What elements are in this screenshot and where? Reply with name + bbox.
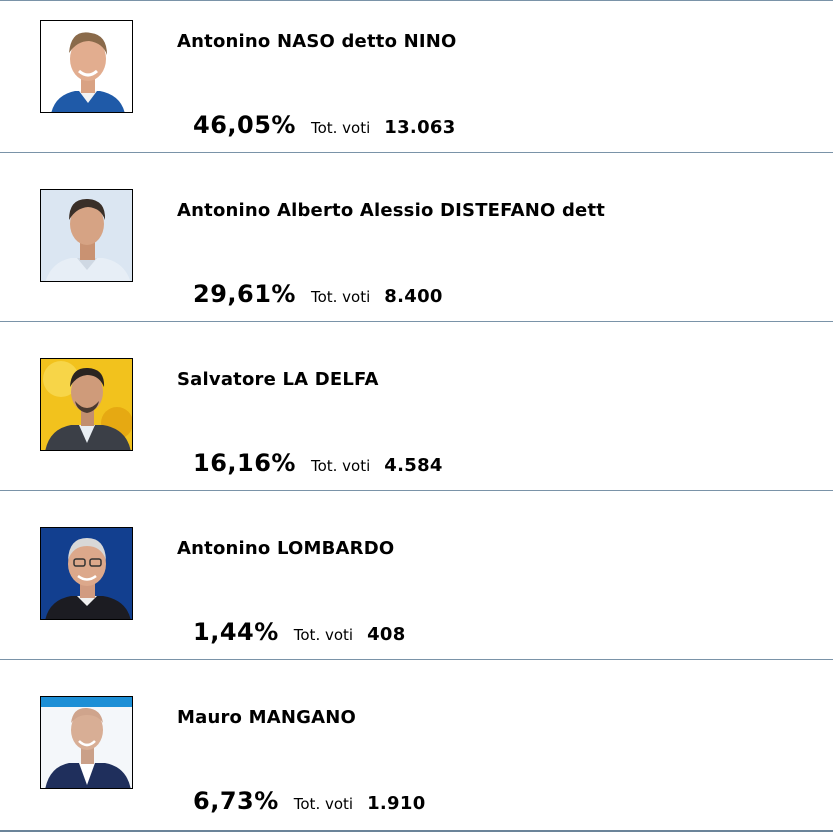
total-votes-value: 8.400 <box>384 286 443 307</box>
candidate-name: Salvatore LA DELFA <box>177 369 379 390</box>
candidate-row: Salvatore LA DELFA 16,16% Tot. voti 4.58… <box>0 322 833 491</box>
candidate-row: Antonino NASO detto NINO 46,05% Tot. vot… <box>0 1 833 153</box>
candidate-name: Antonino LOMBARDO <box>177 538 395 559</box>
candidate-portrait-icon <box>41 21 132 112</box>
candidate-name: Mauro MANGANO <box>177 707 356 728</box>
total-votes-value: 408 <box>367 624 406 645</box>
vote-percentage: 16,16% <box>193 449 296 477</box>
vote-percentage: 46,05% <box>193 111 296 139</box>
candidate-row: Antonino LOMBARDO 1,44% Tot. voti 408 <box>0 491 833 660</box>
candidate-stats: 6,73% Tot. voti 1.910 <box>193 787 426 815</box>
candidate-portrait-icon <box>41 359 132 450</box>
candidate-stats: 1,44% Tot. voti 408 <box>193 618 406 646</box>
total-votes-label: Tot. voti <box>310 457 371 475</box>
vote-percentage: 6,73% <box>193 787 279 815</box>
candidate-row: Mauro MANGANO 6,73% Tot. voti 1.910 <box>0 660 833 832</box>
total-votes-label: Tot. voti <box>293 626 354 644</box>
vote-percentage: 29,61% <box>193 280 296 308</box>
candidate-photo <box>40 20 133 113</box>
candidate-row: Antonino Alberto Alessio DISTEFANO dett … <box>0 153 833 322</box>
total-votes-value: 1.910 <box>367 793 426 814</box>
vote-percentage: 1,44% <box>193 618 279 646</box>
candidate-stats: 16,16% Tot. voti 4.584 <box>193 449 443 477</box>
candidate-photo <box>40 696 133 789</box>
candidate-stats: 46,05% Tot. voti 13.063 <box>193 111 456 139</box>
total-votes-value: 4.584 <box>384 455 443 476</box>
candidate-portrait-icon <box>41 528 132 619</box>
candidate-name: Antonino NASO detto NINO <box>177 31 457 52</box>
candidate-portrait-icon <box>41 190 132 281</box>
total-votes-value: 13.063 <box>384 117 456 138</box>
candidate-photo <box>40 527 133 620</box>
candidate-photo <box>40 189 133 282</box>
candidate-name: Antonino Alberto Alessio DISTEFANO dett <box>177 200 606 221</box>
candidate-stats: 29,61% Tot. voti 8.400 <box>193 280 443 308</box>
candidate-photo <box>40 358 133 451</box>
total-votes-label: Tot. voti <box>310 119 371 137</box>
candidate-portrait-icon <box>41 697 132 788</box>
total-votes-label: Tot. voti <box>293 795 354 813</box>
total-votes-label: Tot. voti <box>310 288 371 306</box>
